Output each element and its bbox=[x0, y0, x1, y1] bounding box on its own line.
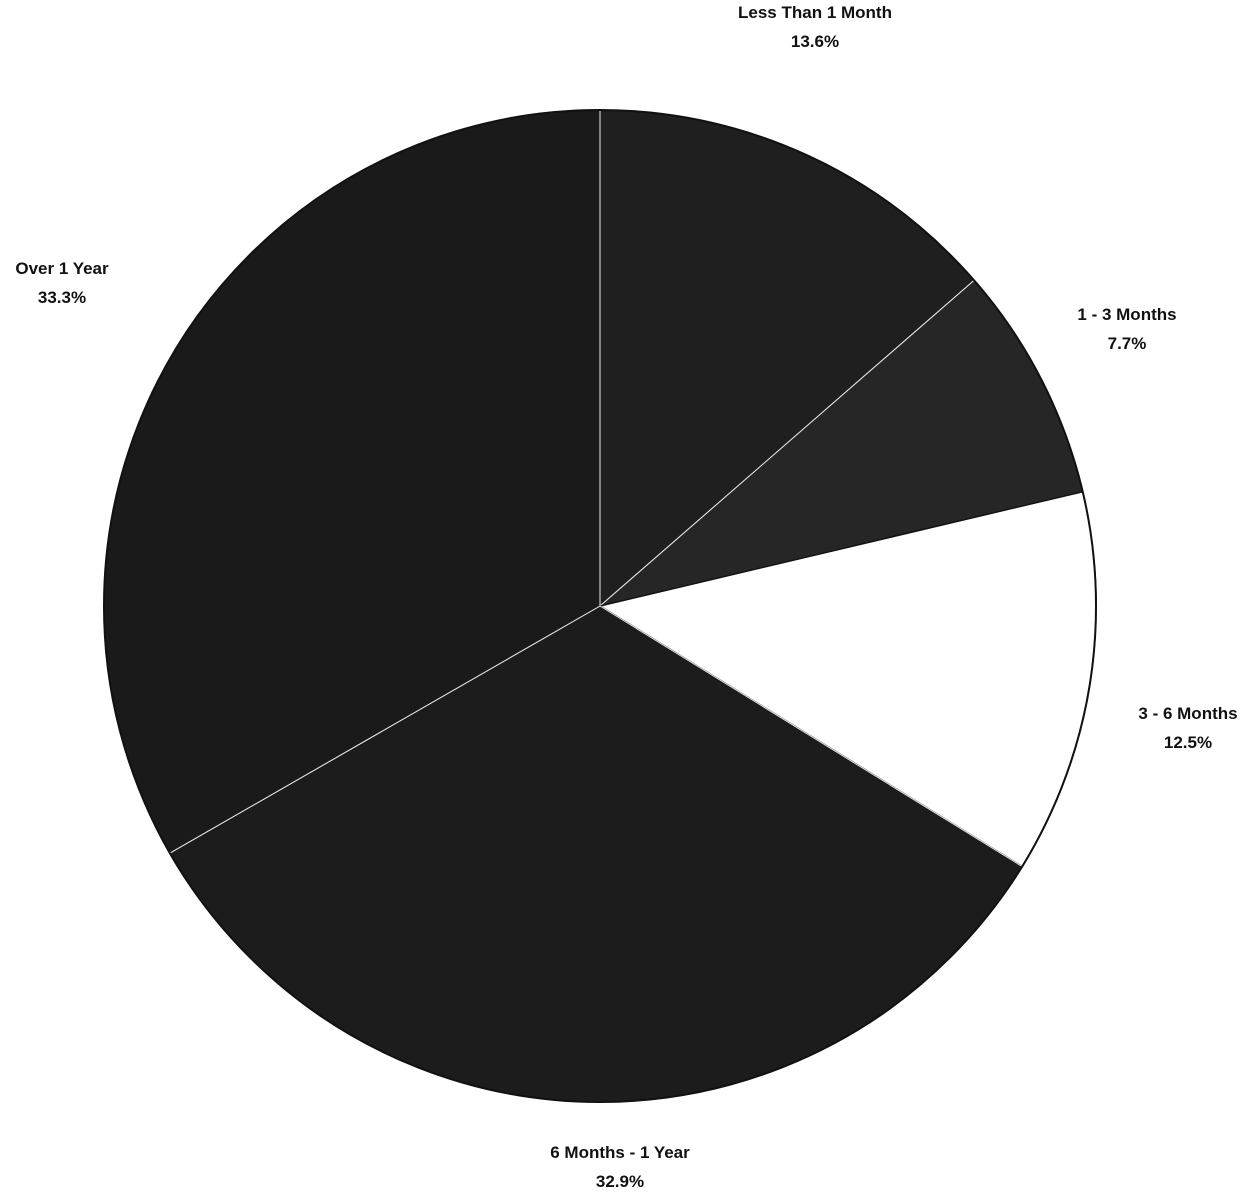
slice-label-over-1-year: Over 1 Year bbox=[15, 259, 109, 278]
slice-value-1-3-months: 7.7% bbox=[1108, 334, 1147, 353]
pie-outline bbox=[103, 109, 1097, 1103]
slice-value-3-6-months: 12.5% bbox=[1164, 733, 1212, 752]
slice-value-6-months-1-year: 32.9% bbox=[596, 1172, 644, 1189]
slice-label-less-than-1-month: Less Than 1 Month bbox=[738, 3, 892, 22]
slice-label-1-3-months: 1 - 3 Months bbox=[1077, 305, 1176, 324]
slice-value-less-than-1-month: 13.6% bbox=[791, 32, 839, 51]
pie-slices bbox=[103, 109, 1097, 1103]
slice-value-over-1-year: 33.3% bbox=[38, 288, 86, 307]
slice-label-6-months-1-year: 6 Months - 1 Year bbox=[550, 1143, 690, 1162]
slice-label-3-6-months: 3 - 6 Months bbox=[1138, 704, 1237, 723]
pie-labels: Less Than 1 Month 13.6% 1 - 3 Months 7.7% 3 … bbox=[15, 3, 1237, 1191]
